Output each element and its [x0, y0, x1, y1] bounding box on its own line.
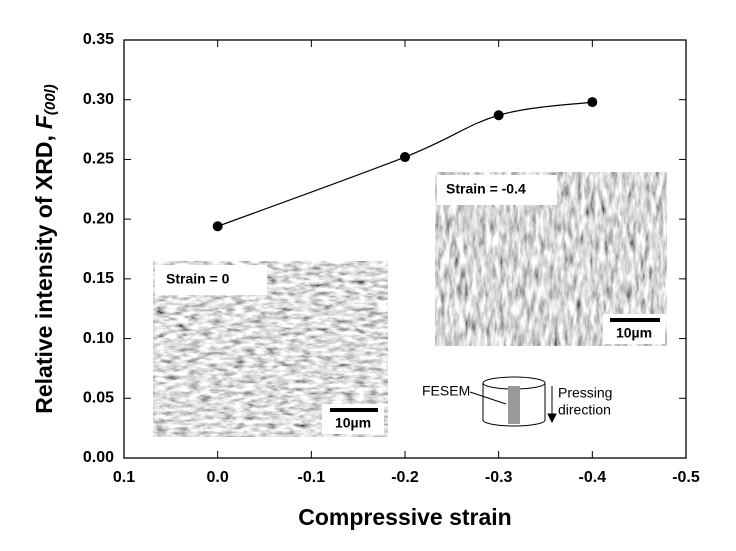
x-axis-title: Compressive strain	[298, 504, 511, 530]
data-point	[212, 221, 223, 232]
x-tick-label: 0.0	[207, 469, 229, 486]
y-axis-title: Relative intensity of XRD, F(00l)	[31, 84, 59, 414]
cylinder-body	[482, 383, 546, 427]
scale-label: 10µm	[616, 325, 652, 341]
schematic	[469, 376, 557, 427]
inset-label: Strain = 0	[166, 271, 230, 287]
y-tick-label: 0.25	[83, 151, 114, 168]
y-tick-label: 0.00	[83, 449, 114, 466]
arrow-label: Pressing	[558, 385, 612, 401]
inset-left: Strain = 0 10µm	[153, 261, 388, 437]
arrow-label: direction	[558, 402, 611, 418]
y-tick-label: 0.10	[83, 330, 114, 347]
x-tick-label: -0.5	[672, 469, 700, 486]
y-title-subscript: (00l)	[42, 84, 59, 115]
y-title-text: Relative intensity of XRD,	[31, 135, 57, 414]
pointer	[469, 391, 507, 405]
y-tick-label: 0.15	[83, 270, 114, 287]
x-tick-label: -0.4	[579, 469, 607, 486]
x-tick-label: -0.3	[485, 469, 513, 486]
y-tick-label: 0.30	[83, 91, 114, 108]
x-tick-label: -0.2	[391, 469, 419, 486]
scale-label: 10µm	[335, 415, 371, 431]
label-box	[155, 265, 267, 295]
y-title-symbol: F	[31, 114, 57, 129]
label-box	[437, 175, 557, 205]
cut-plane	[508, 386, 520, 424]
y-tick-label: 0.05	[83, 390, 114, 407]
y-tick-label: 0.35	[83, 31, 114, 48]
inset-right: Strain = -0.4 10µm	[435, 172, 667, 346]
x-tick-label: 0.1	[113, 469, 135, 486]
x-tick-label: -0.1	[298, 469, 326, 486]
data-point	[493, 110, 504, 121]
inset-label: Strain = -0.4	[446, 181, 526, 197]
schematic-label: FESEM	[422, 383, 470, 399]
data-point	[400, 152, 410, 163]
data-point	[587, 97, 598, 108]
arrow-head	[547, 413, 557, 424]
y-tick-label: 0.20	[83, 210, 114, 227]
series-line	[217, 101, 593, 227]
